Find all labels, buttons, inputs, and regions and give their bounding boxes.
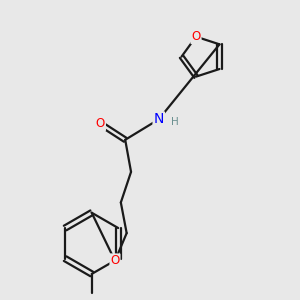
Text: O: O [96, 117, 105, 130]
Text: H: H [171, 117, 179, 127]
Text: O: O [191, 30, 201, 43]
Text: N: N [154, 112, 164, 126]
Text: O: O [110, 254, 120, 267]
